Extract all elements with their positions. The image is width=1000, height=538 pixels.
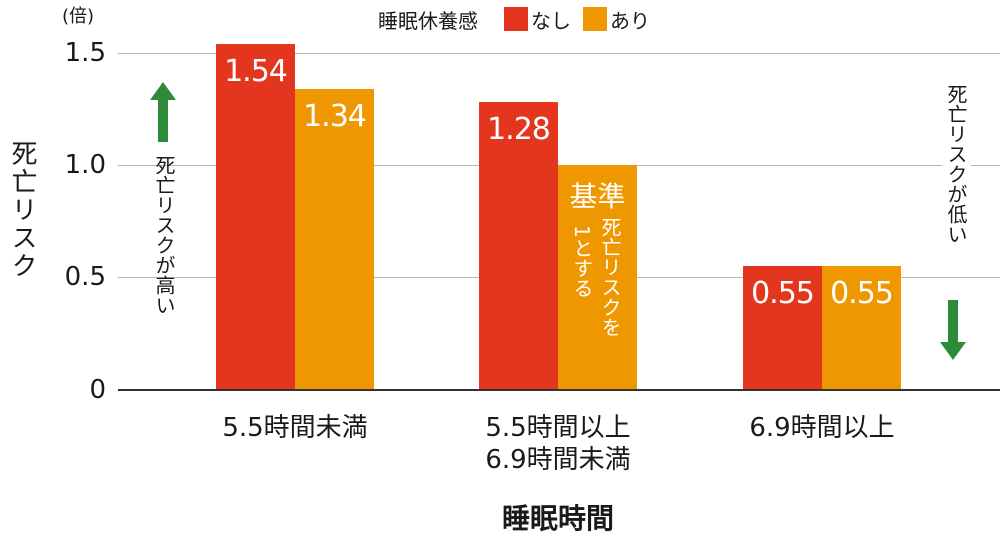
y-tick-1-0: 1.0 bbox=[64, 150, 106, 180]
legend-swatch-red bbox=[504, 7, 528, 31]
bar-g1-none: 1.54 bbox=[216, 44, 295, 390]
x-category-2: 5.5時間以上 6.9時間未満 bbox=[448, 412, 668, 476]
x-axis-baseline bbox=[118, 389, 1000, 391]
legend-label-yes: あり bbox=[610, 8, 650, 33]
reference-note-1: 死亡リスクを bbox=[598, 217, 622, 337]
y-tick-0-5: 0.5 bbox=[64, 262, 106, 292]
down-arrow-icon bbox=[940, 300, 966, 360]
bar-value: 1.28 bbox=[487, 112, 551, 147]
reference-note-2: 1とする bbox=[570, 225, 594, 298]
y-tick-1-5: 1.5 bbox=[64, 38, 106, 68]
bar-value: 1.34 bbox=[303, 99, 367, 134]
bar-value: 1.54 bbox=[224, 54, 288, 89]
bar-value: 0.55 bbox=[751, 276, 815, 311]
bar-g2-yes-reference: 基準 死亡リスクを 1とする bbox=[558, 165, 637, 390]
x-category-2-line2: 6.9時間未満 bbox=[485, 445, 631, 475]
bar-value: 0.55 bbox=[830, 276, 894, 311]
x-category-2-line1: 5.5時間以上 bbox=[485, 413, 631, 443]
low-risk-note: 死亡リスクが低い bbox=[942, 84, 971, 244]
y-unit-label: (倍) bbox=[62, 6, 95, 27]
legend-label-none: なし bbox=[531, 8, 571, 33]
up-arrow-icon bbox=[150, 82, 176, 142]
x-axis-label: 睡眠時間 bbox=[501, 502, 614, 535]
legend: 睡眠休養感 なし あり bbox=[378, 4, 662, 34]
bar-g2-none: 1.28 bbox=[479, 102, 558, 390]
legend-title: 睡眠休養感 bbox=[378, 8, 478, 33]
legend-item-none: なし bbox=[504, 5, 571, 34]
legend-item-yes: あり bbox=[583, 5, 650, 34]
x-category-3: 6.9時間以上 bbox=[749, 413, 895, 443]
bar-g1-yes: 1.34 bbox=[295, 89, 374, 390]
gridline-1-5 bbox=[118, 53, 1000, 54]
high-risk-note: 死亡リスクが高い bbox=[152, 155, 176, 315]
y-axis-label: 死亡リスク bbox=[7, 140, 37, 280]
bar-g3-none: 0.55 bbox=[743, 266, 822, 390]
x-category-1: 5.5時間未満 bbox=[222, 413, 368, 443]
y-tick-0: 0 bbox=[89, 375, 106, 405]
legend-swatch-orange bbox=[583, 7, 607, 31]
bar-g3-yes: 0.55 bbox=[822, 266, 901, 390]
reference-title: 基準 bbox=[569, 180, 626, 213]
